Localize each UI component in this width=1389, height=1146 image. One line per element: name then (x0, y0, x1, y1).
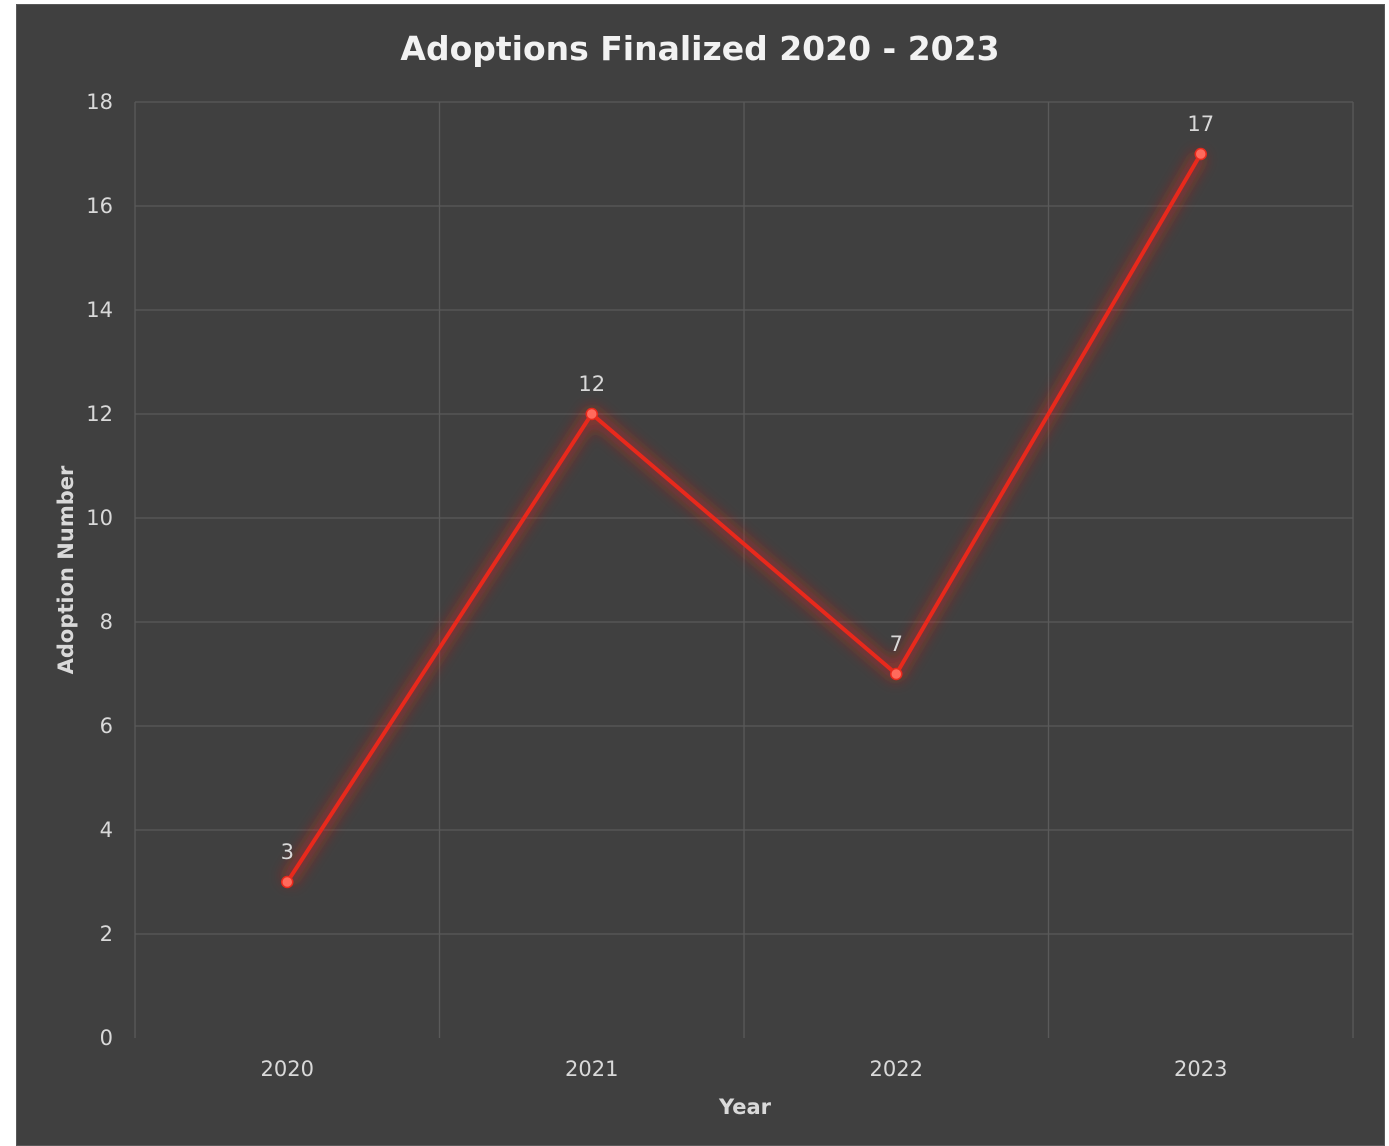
series-line-path (285, 152, 1203, 884)
y-axis-ticks: 0 2 4 6 8 10 12 14 16 18 (86, 90, 113, 1050)
y-tick-label: 14 (86, 298, 113, 322)
data-label: 3 (281, 840, 294, 864)
data-labels: 3 12 7 17 (281, 112, 1215, 864)
data-label: 17 (1187, 112, 1214, 136)
gridlines (134, 101, 1354, 1038)
chart-title: Adoptions Finalized 2020 - 2023 (400, 29, 999, 68)
y-tick-label: 16 (86, 194, 113, 218)
series-line (281, 147, 1207, 889)
data-point (281, 875, 294, 889)
data-point (1194, 147, 1207, 161)
x-tick-label: 2020 (261, 1057, 314, 1081)
chart-frame (16, 4, 1385, 1146)
y-tick-label: 4 (100, 818, 113, 842)
x-tick-label: 2023 (1174, 1057, 1227, 1081)
data-label: 12 (578, 372, 605, 396)
y-tick-label: 10 (86, 506, 113, 530)
data-point (890, 667, 903, 681)
x-axis-ticks: 2020 2021 2022 2023 (261, 1057, 1228, 1081)
data-label: 7 (890, 632, 903, 656)
y-tick-label: 8 (100, 610, 113, 634)
x-tick-label: 2021 (565, 1057, 618, 1081)
y-axis-title: Adoption Number (54, 465, 78, 674)
y-tick-label: 2 (100, 922, 113, 946)
y-tick-label: 12 (86, 402, 113, 426)
y-tick-label: 6 (100, 714, 113, 738)
y-tick-label: 0 (100, 1026, 113, 1050)
data-point (585, 407, 598, 421)
y-tick-label: 18 (86, 90, 113, 114)
x-tick-label: 2022 (870, 1057, 923, 1081)
x-axis-title: Year (718, 1095, 772, 1119)
